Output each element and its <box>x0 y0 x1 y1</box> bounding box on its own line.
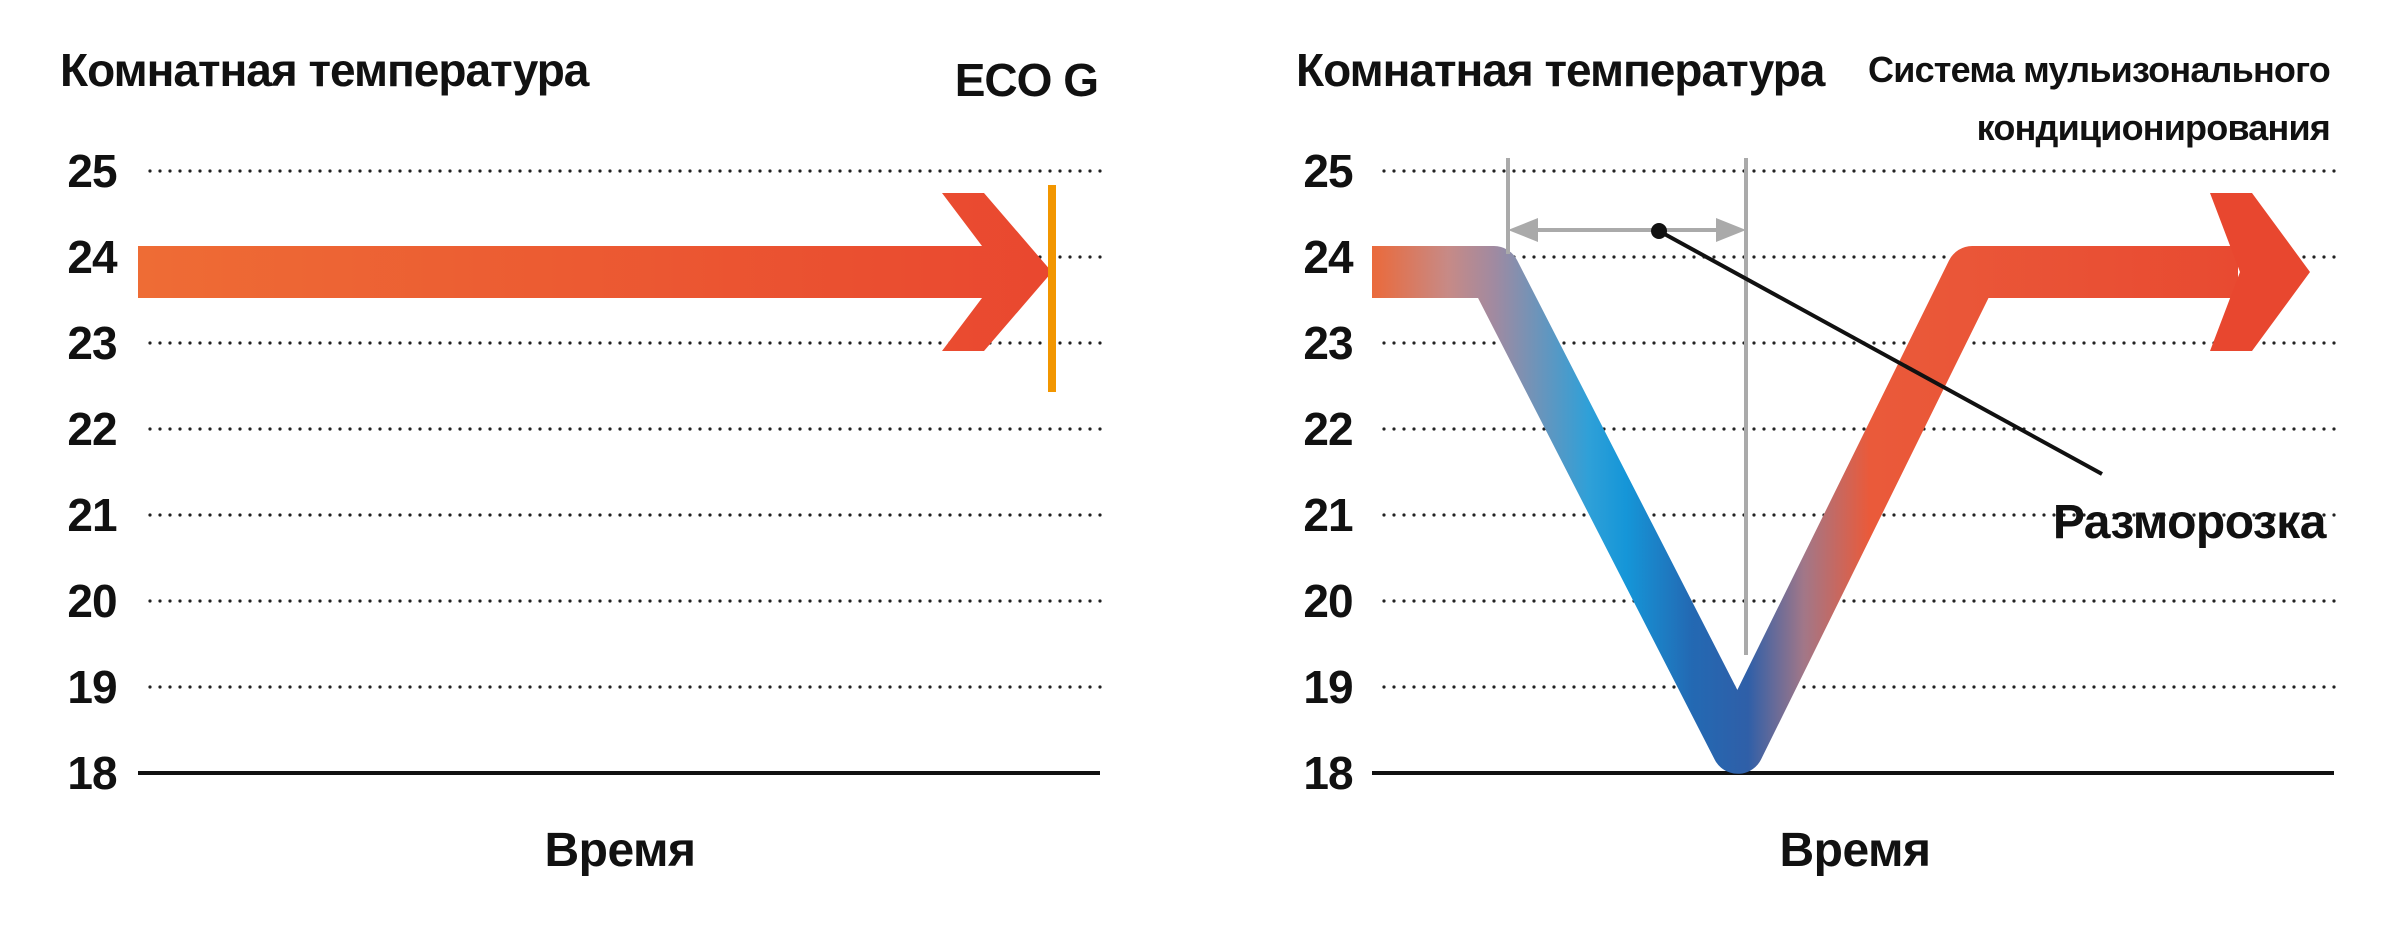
left-x-label: Время <box>544 824 695 877</box>
annotation-leader-dot <box>1651 223 1667 239</box>
right-defrost-interval <box>1506 158 2103 655</box>
right-y-tick-label: 18 <box>1303 747 1353 799</box>
left-y-tick-label: 25 <box>67 145 117 197</box>
right-temperature-series <box>1372 193 2310 774</box>
left-y-ticks: 25 24 23 22 21 20 19 18 <box>67 145 119 799</box>
right-y-tick-label: 24 <box>1303 231 1354 283</box>
left-brand-label: ECO G <box>955 54 1098 106</box>
right-x-label: Время <box>1779 824 1930 877</box>
left-y-tick-label: 24 <box>67 231 118 283</box>
left-y-tick-label: 23 <box>67 317 116 369</box>
right-y-tick-label: 19 <box>1303 661 1352 713</box>
left-temperature-arrow <box>138 193 1052 351</box>
right-series-line <box>1372 246 2238 774</box>
annotation-leader-line <box>1658 229 2103 476</box>
left-y-tick-label: 22 <box>67 403 116 455</box>
right-system-label-line1: Система мульизонального <box>1868 49 2330 90</box>
right-y-tick-label: 22 <box>1303 403 1352 455</box>
right-y-tick-label: 20 <box>1303 575 1352 627</box>
left-y-tick-label: 19 <box>67 661 116 713</box>
interval-right-arrowhead <box>1716 218 1746 242</box>
right-y-tick-label: 25 <box>1303 145 1353 197</box>
left-y-tick-label: 18 <box>67 747 117 799</box>
left-y-tick-label: 20 <box>67 575 116 627</box>
right-series-arrowhead <box>2210 193 2310 351</box>
right-title: Комнатная температура <box>1296 44 1826 96</box>
right-y-ticks: 25 24 23 22 21 20 19 18 <box>1303 145 1355 799</box>
right-y-tick-label: 23 <box>1303 317 1352 369</box>
left-chart: Комнатная температура ECO G 25 24 23 22 21 20… <box>60 44 1106 877</box>
right-annotation-label: Разморозка <box>2053 496 2327 549</box>
right-y-tick-label: 21 <box>1303 489 1353 541</box>
interval-left-arrowhead <box>1508 218 1538 242</box>
left-y-tick-label: 21 <box>67 489 117 541</box>
right-chart: Комнатная температура Система мульизонал… <box>1296 44 2340 877</box>
left-title: Комнатная температура <box>60 44 590 96</box>
right-system-label-line2: кондиционирования <box>1977 107 2330 148</box>
